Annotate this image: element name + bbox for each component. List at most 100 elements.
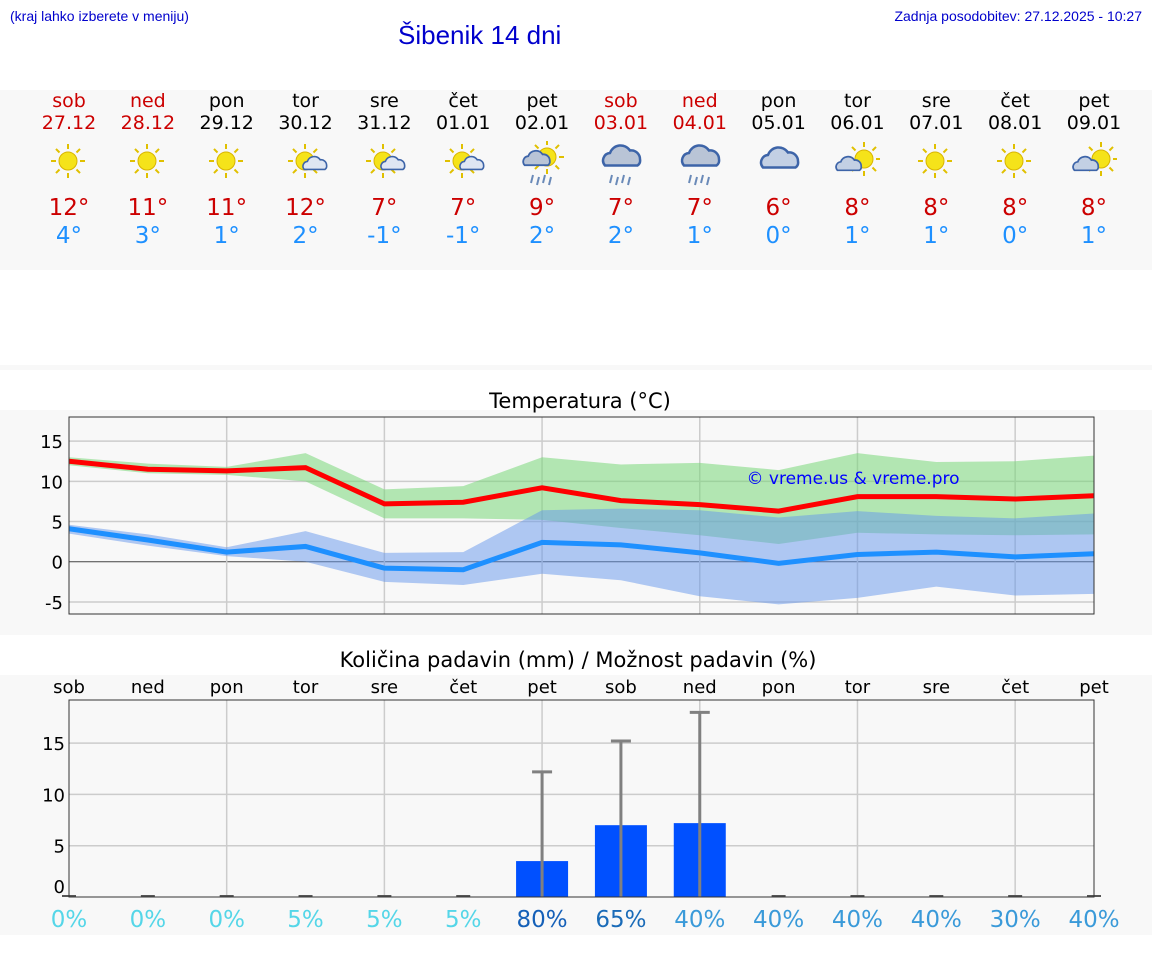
sun-cloud-icon [423,134,503,194]
max-temp: 7° [450,195,477,221]
precip-day-label: ned [683,677,717,698]
max-temp: 8° [844,195,871,221]
day-name: sre [921,90,951,112]
sun-icon [896,134,976,194]
max-temp: 7° [607,195,634,221]
day-date: 07.01 [909,112,964,134]
day-forecast: pon 29.12 11° 1° [187,90,267,250]
day-date: 27.12 [41,112,97,134]
precip-day-label: pet [1079,677,1109,698]
day-name: čet [448,90,479,112]
precip-probability: 5% [287,907,324,933]
precip-ytick: 15 [42,734,65,755]
precip-probability: 5% [366,907,403,933]
divider [0,365,1152,370]
max-temp: 6° [765,195,792,221]
max-temp: 9° [528,195,556,221]
precip-day-label: sob [605,677,637,698]
day-forecast: pet 02.01 9° 2° [502,90,582,250]
min-temp: 2° [292,223,319,249]
day-forecast: čet 08.01 8° 0° [975,90,1055,250]
sun-cloud-rain-icon [502,134,582,194]
precip-probability: 0% [130,907,167,933]
day-name: sre [369,90,399,112]
min-temp: 2° [607,223,634,249]
day-date: 03.01 [593,112,649,134]
max-temp: 12° [285,195,326,221]
sun-cloud-icon [266,134,346,194]
precip-probability: 40% [832,907,883,933]
precip-day-label: tor [293,677,319,698]
min-temp: 4° [55,223,83,249]
max-temp: 11° [127,195,169,221]
temp-ytick: -5 [45,593,63,614]
precip-ytick: 0 [54,877,65,898]
day-date: 09.01 [1066,112,1122,134]
day-date: 02.01 [514,112,570,134]
min-temp: 1° [213,223,240,249]
watermark: © vreme.us & vreme.pro [746,469,959,489]
max-temp: 11° [206,195,248,221]
max-temp: 8° [1002,195,1029,221]
day-date: 29.12 [199,112,254,134]
temp-min-range-band [69,508,1094,605]
day-date: 30.12 [278,112,333,134]
precip-day-label: pon [762,677,796,698]
cloud-sun-icon [1054,134,1134,194]
min-temp: -1° [446,223,481,249]
day-name: pon [208,90,245,112]
day-forecast: pet 09.01 8° 1° [1054,90,1134,250]
cloud-rain-icon [660,134,740,194]
temp-ytick: 15 [40,432,63,453]
min-temp: 3° [134,223,161,249]
day-forecast: pon 05.01 6° 0° [739,90,819,250]
day-forecast: ned 04.01 7° 1° [660,90,740,250]
precip-day-label: čet [1001,677,1029,698]
precip-probability: 0% [208,907,245,933]
page-title: Šibenik 14 dni [398,20,562,50]
precip-probability: 40% [911,907,962,933]
precip-probability: 40% [674,907,725,933]
max-temp: 7° [371,195,398,221]
precip-day-label: ned [131,677,165,698]
sun-icon [975,134,1055,194]
precip-day-label: tor [845,677,871,698]
precip-chart-title: Količina padavin (mm) / Možnost padavin … [340,648,817,672]
min-temp: -1° [367,223,402,249]
day-name: ned [129,90,166,112]
day-name: pet [526,90,558,112]
sun-icon [108,134,188,194]
precip-frame [68,699,1095,898]
day-forecast: sre 31.12 7° -1° [344,90,424,250]
min-temp: 1° [1080,223,1108,249]
day-forecast: sre 07.01 8° 1° [896,90,976,250]
day-forecast: sob 03.01 7° 2° [581,90,661,250]
day-name: čet [1000,90,1030,112]
min-temp: 1° [686,223,713,249]
precip-day-label: čet [449,677,477,698]
precip-day-label: sre [923,677,950,698]
day-date: 04.01 [672,112,727,134]
day-name: tor [844,90,871,112]
min-temp: 1° [844,223,871,249]
day-forecast: sob 27.12 12° 4° [29,90,109,250]
day-name: pon [760,90,797,112]
precip-day-label: sob [53,677,85,698]
precip-probability: 65% [595,907,646,933]
day-name: ned [681,90,718,112]
precip-probability: 40% [753,907,804,933]
day-name: pet [1078,90,1110,112]
day-date: 08.01 [987,112,1043,134]
cloud-sun-icon [817,134,897,194]
precip-probability: 5% [445,907,482,933]
sun-icon [29,134,109,194]
temp-ytick: 10 [40,472,63,493]
temp-ytick: 0 [52,553,63,574]
sun-cloud-icon [344,134,424,194]
precip-ytick: 5 [54,837,65,858]
min-temp: 0° [765,223,792,249]
max-temp: 8° [1080,195,1108,221]
day-date: 01.01 [436,112,491,134]
temp-frame [68,416,1095,615]
